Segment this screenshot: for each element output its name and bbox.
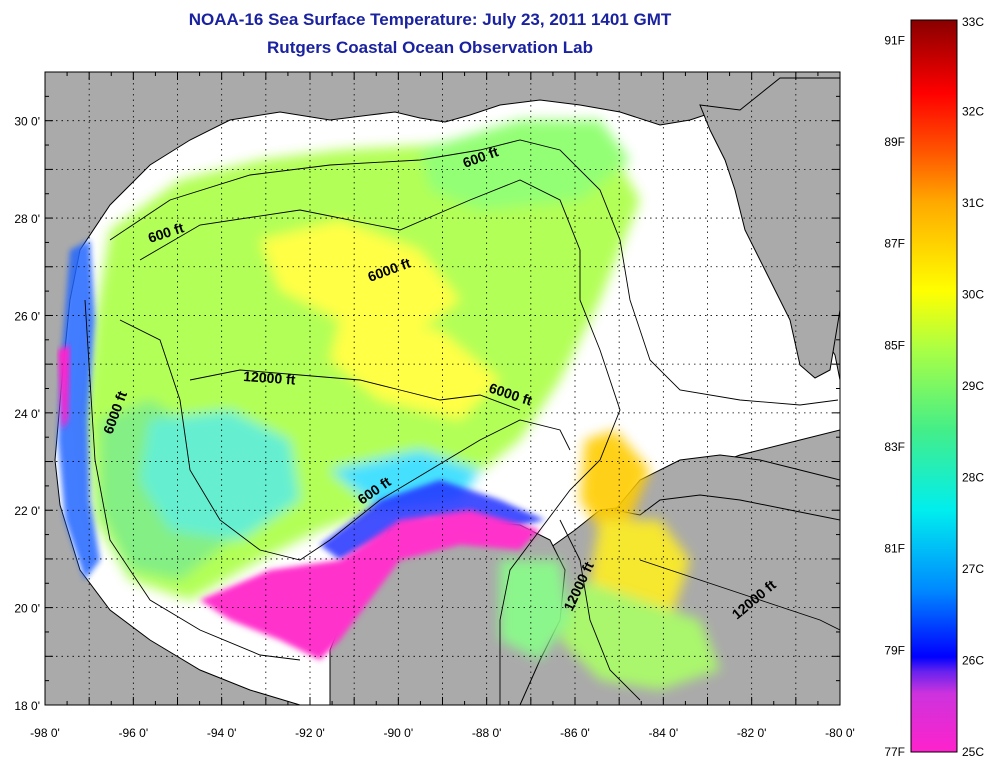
florida-land <box>699 77 840 379</box>
colorbar-celsius-label: 25C <box>962 745 984 759</box>
y-tick-label: 20 0' <box>14 602 40 616</box>
x-tick-label: -80 0' <box>825 726 855 740</box>
colorbar-fahrenheit-label: 89F <box>884 135 905 149</box>
colorbar-celsius-label: 27C <box>962 562 984 576</box>
x-tick-label: -86 0' <box>560 726 590 740</box>
axis-ticks: -98 0' -96 0' -94 0' -92 0' -90 0' -88 0' -86 … <box>14 71 855 740</box>
x-tick-label: -96 0' <box>119 726 149 740</box>
bathymetry-contours <box>84 139 840 705</box>
colorbar-fahrenheit-label: 87F <box>884 237 905 251</box>
colorbar-celsius-label: 32C <box>962 105 984 119</box>
warm-pink-west <box>58 345 70 430</box>
colorbar-celsius-label: 28C <box>962 471 984 485</box>
plot-area: 600 ft 600 ft 6000 ft 6000 ft 6000 ft 12… <box>45 72 840 705</box>
map-title: NOAA-16 Sea Surface Temperature: July 23… <box>188 10 672 29</box>
colorbar-celsius-label: 33C <box>962 15 984 29</box>
sst-field <box>85 120 720 690</box>
y-tick-label: 30 0' <box>14 115 40 129</box>
grid-lines <box>45 72 840 705</box>
y-tick-label: 28 0' <box>14 212 40 226</box>
contour-label: 12000 ft <box>243 368 296 388</box>
cuba-land <box>614 454 840 521</box>
colorbar-fahrenheit-label: 83F <box>884 440 905 454</box>
colorbar-celsius-label: 29C <box>962 379 984 393</box>
y-tick-label: 22 0' <box>14 504 40 518</box>
x-tick-label: -98 0' <box>30 726 60 740</box>
colorbar-celsius-label: 30C <box>962 288 984 302</box>
y-tick-label: 18 0' <box>14 699 40 713</box>
x-tick-label: -84 0' <box>649 726 679 740</box>
map-subtitle: Rutgers Coastal Ocean Observation Lab <box>267 38 593 57</box>
colorbar-celsius-label: 26C <box>962 654 984 668</box>
upwelling-pink <box>200 510 540 660</box>
x-tick-label: -92 0' <box>295 726 325 740</box>
colorbar-fahrenheit-label: 85F <box>884 338 905 352</box>
x-tick-label: -88 0' <box>472 726 502 740</box>
y-tick-label: 26 0' <box>14 309 40 323</box>
colorbar-fahrenheit-label: 79F <box>884 643 905 657</box>
y-tick-label: 24 0' <box>14 407 40 421</box>
colorbar-fahrenheit-label: 77F <box>884 745 905 759</box>
colorbar-fahrenheit-label: 91F <box>884 33 905 47</box>
colorbar-gradient <box>910 19 958 753</box>
colorbar-fahrenheit-label: 81F <box>884 542 905 556</box>
x-tick-label: -90 0' <box>384 726 414 740</box>
colorbar: 33C 32C 31C 30C 29C 28C 27C 26C 25C 91F 89F 87F 85F 8… <box>884 15 984 759</box>
x-tick-label: -82 0' <box>737 726 767 740</box>
x-tick-label: -94 0' <box>207 726 237 740</box>
colorbar-celsius-label: 31C <box>962 196 984 210</box>
